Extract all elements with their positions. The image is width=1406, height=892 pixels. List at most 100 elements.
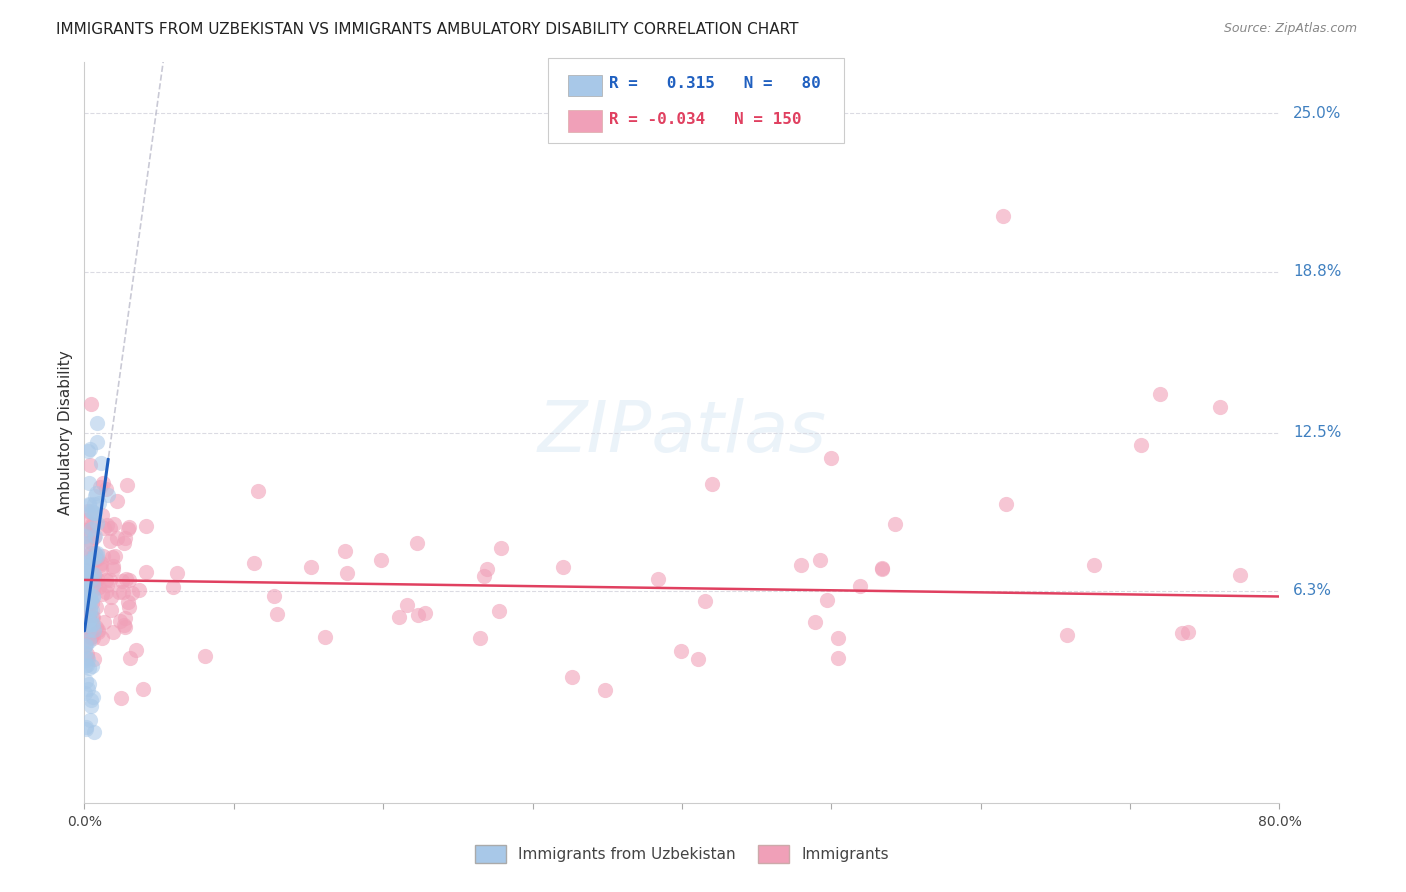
Text: R = -0.034   N = 150: R = -0.034 N = 150 [609, 112, 801, 127]
Point [115, 478, 138, 492]
Point [87, 625, 110, 640]
Point [266, 607, 288, 621]
Point [80, 572, 103, 586]
Point [75, 513, 97, 527]
Point [77, 504, 100, 518]
Point [86, 549, 108, 564]
Point [413, 606, 436, 620]
Text: Source: ZipAtlas.com: Source: ZipAtlas.com [1223, 22, 1357, 36]
Point [131, 682, 153, 697]
Point [84, 547, 107, 561]
Point [76, 598, 98, 612]
Point [86, 552, 108, 566]
Point [80, 557, 103, 571]
Point [849, 579, 872, 593]
Point [263, 589, 285, 603]
Point [86, 572, 108, 586]
Point [790, 558, 813, 573]
Point [79, 522, 101, 536]
Point [75, 558, 97, 573]
Point [76, 652, 98, 666]
Point [76, 443, 98, 458]
Point [76, 584, 98, 599]
Point [75, 674, 97, 689]
Point [82, 591, 104, 605]
Point [79, 591, 101, 606]
Point [101, 549, 124, 564]
Point [77, 623, 100, 637]
Point [80, 659, 103, 673]
Point [472, 569, 495, 583]
Text: 25.0%: 25.0% [1294, 106, 1341, 121]
Point [112, 535, 135, 549]
Point [73, 529, 96, 543]
Point [75, 638, 97, 652]
Point [815, 593, 838, 607]
Text: R =   0.315   N =   80: R = 0.315 N = 80 [609, 76, 821, 91]
Point [77, 634, 100, 648]
Point [121, 586, 143, 600]
Point [1229, 568, 1251, 582]
Point [75, 524, 97, 538]
Point [77, 566, 100, 580]
Point [82, 690, 104, 704]
Point [553, 559, 575, 574]
Point [77, 498, 100, 512]
Point [77, 527, 100, 541]
Point [75, 572, 97, 586]
Point [80, 611, 103, 625]
Point [105, 531, 128, 545]
Point [91, 508, 114, 523]
Point [84, 486, 107, 500]
Text: ZIPatlas: ZIPatlas [537, 398, 827, 467]
Point [700, 476, 723, 491]
Point [1209, 400, 1232, 414]
Point [90, 456, 112, 470]
Point [76, 560, 98, 574]
Point [79, 630, 101, 644]
Point [77, 475, 100, 490]
Point [73, 659, 96, 673]
Point [370, 553, 392, 567]
Point [395, 598, 418, 612]
Point [83, 573, 105, 587]
Point [336, 566, 359, 580]
Point [104, 549, 127, 563]
Point [75, 559, 97, 574]
Point [803, 615, 825, 630]
Point [80, 610, 103, 624]
Point [595, 683, 617, 698]
Point [73, 653, 96, 667]
Point [79, 442, 101, 456]
Point [75, 590, 97, 604]
Point [93, 615, 115, 629]
Point [75, 722, 97, 736]
Point [647, 572, 669, 586]
Point [827, 631, 849, 645]
Point [76, 618, 98, 632]
Point [135, 565, 157, 579]
Point [166, 566, 188, 580]
Point [884, 517, 907, 532]
Point [76, 632, 98, 646]
Point [83, 567, 105, 582]
Point [80, 616, 103, 631]
Point [76, 657, 98, 672]
Point [103, 625, 125, 640]
Point [83, 507, 105, 521]
Point [135, 519, 157, 533]
Text: 12.5%: 12.5% [1294, 425, 1341, 440]
Point [91, 476, 114, 491]
Point [994, 497, 1017, 511]
Point [489, 541, 512, 555]
Point [671, 644, 693, 658]
Point [110, 690, 132, 705]
Point [194, 648, 217, 663]
Point [77, 539, 100, 553]
Point [870, 562, 893, 576]
Point [80, 596, 103, 610]
Point [820, 451, 842, 466]
Point [100, 603, 122, 617]
Point [112, 584, 135, 599]
Point [475, 561, 498, 575]
